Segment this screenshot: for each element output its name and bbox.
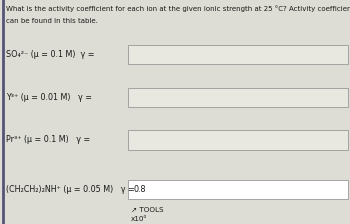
Text: Y³⁺ (μ = 0.01 M)   γ =: Y³⁺ (μ = 0.01 M) γ =: [6, 93, 92, 102]
FancyBboxPatch shape: [128, 130, 348, 150]
FancyBboxPatch shape: [128, 45, 348, 65]
Text: (CH₂CH₂)₂NH⁺ (μ = 0.05 M)   γ =: (CH₂CH₂)₂NH⁺ (μ = 0.05 M) γ =: [6, 185, 135, 194]
Text: can be found in this table.: can be found in this table.: [6, 18, 98, 24]
Text: 0.8: 0.8: [133, 185, 146, 194]
FancyBboxPatch shape: [128, 180, 348, 199]
Text: x10⁰: x10⁰: [131, 216, 147, 222]
Text: Pr³⁺ (μ = 0.1 M)   γ =: Pr³⁺ (μ = 0.1 M) γ =: [6, 136, 91, 144]
Text: ↗ TOOLS: ↗ TOOLS: [131, 207, 164, 212]
Text: What is the activity coefficient for each ion at the given ionic strength at 25 : What is the activity coefficient for eac…: [6, 6, 350, 12]
Text: SO₄²⁻ (μ = 0.1 M)  γ =: SO₄²⁻ (μ = 0.1 M) γ =: [6, 50, 95, 59]
FancyBboxPatch shape: [128, 88, 348, 107]
